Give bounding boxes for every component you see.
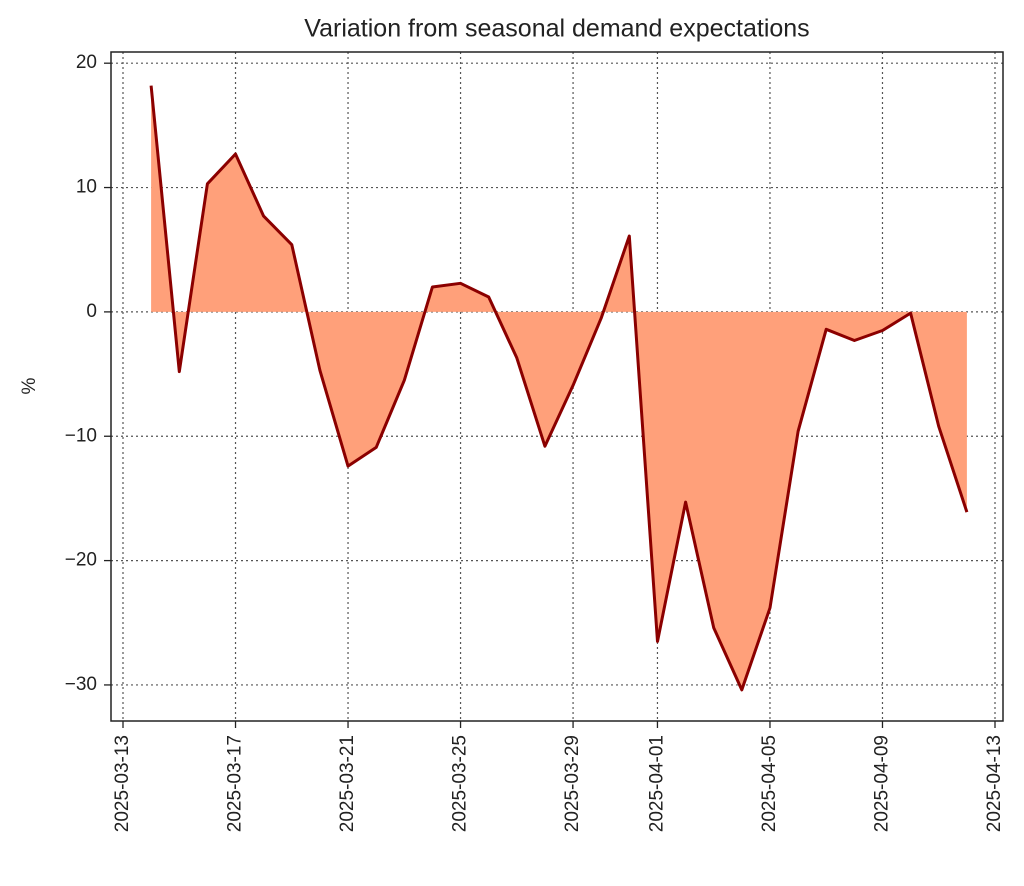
x-tick-label: 2025-03-17 xyxy=(225,735,246,832)
x-tick-label: 2025-04-13 xyxy=(984,735,1005,832)
x-tick-label: 2025-04-09 xyxy=(871,735,892,832)
line xyxy=(149,85,969,692)
y-tick-label: −30 xyxy=(65,674,97,695)
y-axis-label: % xyxy=(19,377,40,394)
y-tick-label: 0 xyxy=(86,301,97,322)
x-tick-label: 2025-04-01 xyxy=(646,735,667,832)
area-fill xyxy=(151,85,967,690)
y-tick-label: 20 xyxy=(76,52,97,73)
y-tick-label: −20 xyxy=(65,550,97,571)
x-tick-label: 2025-03-13 xyxy=(112,735,133,832)
x-tick-label: 2025-03-29 xyxy=(562,735,583,832)
y-tick-label: 10 xyxy=(76,177,97,198)
x-tick-label: 2025-03-25 xyxy=(450,735,471,832)
plot-frame xyxy=(110,51,1004,722)
chart-title: Variation from seasonal demand expectati… xyxy=(304,15,809,43)
x-tick-label: 2025-03-21 xyxy=(337,735,358,832)
y-tick-label: −10 xyxy=(65,425,97,446)
x-tick-label: 2025-04-05 xyxy=(759,735,780,832)
